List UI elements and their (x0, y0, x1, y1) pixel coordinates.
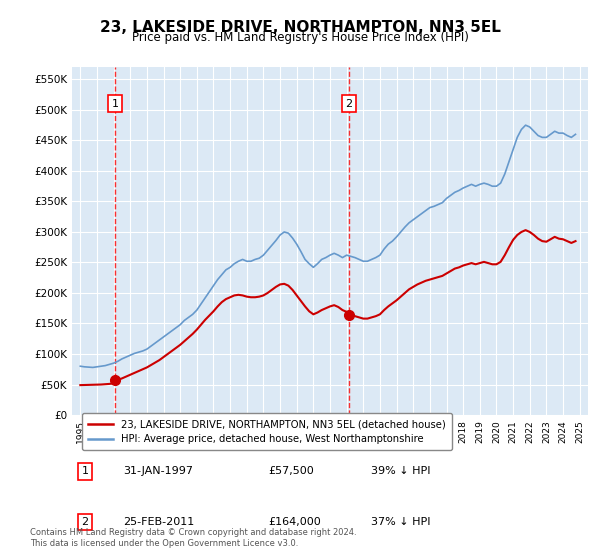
Text: 23, LAKESIDE DRIVE, NORTHAMPTON, NN3 5EL: 23, LAKESIDE DRIVE, NORTHAMPTON, NN3 5EL (100, 20, 500, 35)
Text: 25-FEB-2011: 25-FEB-2011 (124, 517, 195, 527)
Legend: 23, LAKESIDE DRIVE, NORTHAMPTON, NN3 5EL (detached house), HPI: Average price, d: 23, LAKESIDE DRIVE, NORTHAMPTON, NN3 5EL… (82, 413, 452, 450)
Text: Price paid vs. HM Land Registry's House Price Index (HPI): Price paid vs. HM Land Registry's House … (131, 31, 469, 44)
Text: £57,500: £57,500 (268, 466, 314, 476)
Text: Contains HM Land Registry data © Crown copyright and database right 2024.
This d: Contains HM Land Registry data © Crown c… (30, 528, 356, 548)
Text: 2: 2 (346, 99, 353, 109)
Text: 1: 1 (82, 466, 88, 476)
Text: 39% ↓ HPI: 39% ↓ HPI (371, 466, 431, 476)
Text: £164,000: £164,000 (268, 517, 321, 527)
Text: 37% ↓ HPI: 37% ↓ HPI (371, 517, 431, 527)
Text: 31-JAN-1997: 31-JAN-1997 (124, 466, 194, 476)
Text: 2: 2 (82, 517, 88, 527)
Text: 1: 1 (112, 99, 118, 109)
